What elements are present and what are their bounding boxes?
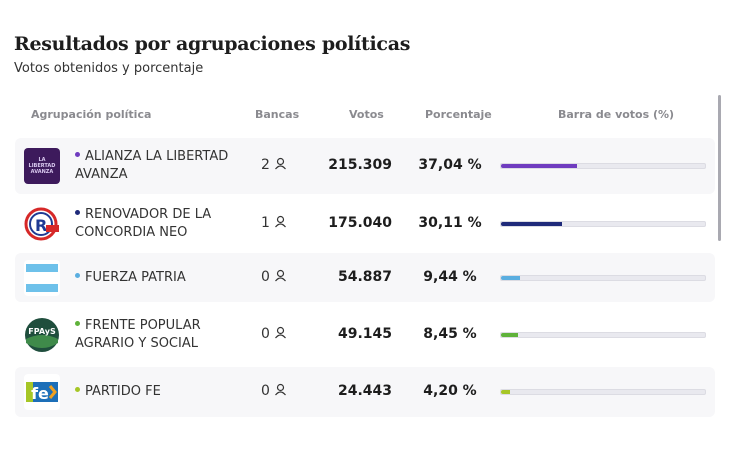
- la-libertad-avanza-logo: LA LIBERTAD AVANZA: [24, 148, 60, 184]
- svg-text:R: R: [35, 216, 47, 235]
- table-row: fe PARTIDO FE 0 24.443 4,20 %: [15, 367, 715, 417]
- votes: 54.887: [337, 268, 392, 285]
- fuerza-patria-logo: [24, 259, 60, 296]
- party-name: FRENTE POPULAR AGRARIO Y SOCIAL: [75, 318, 201, 351]
- table-row: FUERZA PATRIA 0 54.887 9,44 %: [15, 253, 715, 302]
- votes: 49.145: [337, 326, 392, 342]
- seats: 0: [261, 326, 287, 342]
- percent: 37,04 %: [418, 157, 482, 173]
- seats: 2: [261, 157, 287, 173]
- party-name: FUERZA PATRIA: [75, 269, 235, 287]
- party-name: ALIANZA LA LIBERTAD AVANZA: [75, 149, 229, 182]
- header-bar: Barra de votos (%): [558, 108, 675, 121]
- party-color-dot: [75, 209, 80, 215]
- header-seats: Bancas: [255, 108, 300, 121]
- person-icon: [270, 383, 287, 399]
- vote-bar: [500, 163, 706, 169]
- percent: 30,11 %: [418, 214, 482, 231]
- table-row: FPAyS FRENTE POPULAR AGRARIO Y SOCIAL 0 4…: [15, 310, 715, 360]
- seats: 1: [261, 215, 287, 231]
- vote-bar: [500, 220, 706, 227]
- table-row: LA LIBERTAD AVANZA ALIANZA LA LIBERTAD AVAN…: [15, 138, 715, 194]
- svg-text:fe: fe: [31, 384, 49, 403]
- vote-bar-fill: [501, 333, 519, 337]
- page-subtitle: Votos obtenidos y porcentaje: [14, 61, 204, 76]
- party-color-dot: [75, 152, 80, 157]
- partido-fe-logo: fe: [24, 374, 60, 410]
- page-title: Resultados por agrupaciones políticas: [14, 33, 411, 55]
- vote-bar: [500, 389, 706, 395]
- vote-bar-fill: [501, 390, 510, 394]
- header-votes: Votos: [349, 108, 384, 121]
- votes: 215.309: [328, 157, 392, 173]
- percent: 8,45 %: [423, 326, 477, 342]
- person-icon: [270, 157, 287, 173]
- vote-bar: [500, 274, 706, 281]
- person-icon: [270, 215, 287, 231]
- seats: 0: [261, 383, 287, 399]
- percent: 9,44 %: [423, 268, 477, 285]
- svg-text:FPAyS: FPAyS: [28, 327, 56, 336]
- scrollbar[interactable]: [718, 95, 721, 241]
- party-name: RENOVADOR DE LA CONCORDIA NEO: [75, 206, 212, 240]
- person-icon: [270, 326, 287, 342]
- header-party: Agrupación política: [31, 108, 152, 121]
- votes: 24.443: [337, 383, 392, 399]
- fpays-logo: FPAyS: [24, 317, 60, 353]
- vote-bar-fill: [501, 275, 521, 280]
- party-color-dot: [75, 321, 80, 326]
- seats: 0: [261, 269, 287, 285]
- table-row: R RENOVADOR DE LA CONCORDIA NEO 1 175.040…: [15, 196, 715, 251]
- party-name: PARTIDO FE: [75, 383, 235, 401]
- vote-bar-fill: [501, 164, 577, 168]
- votes: 175.040: [328, 214, 392, 231]
- renovador-logo: R: [24, 206, 60, 242]
- percent: 4,20 %: [423, 383, 477, 399]
- vote-bar: [500, 332, 706, 338]
- person-icon: [270, 269, 287, 285]
- party-color-dot: [75, 387, 80, 392]
- header-percent: Porcentaje: [425, 108, 492, 121]
- vote-bar-fill: [501, 221, 563, 226]
- party-color-dot: [75, 272, 80, 278]
